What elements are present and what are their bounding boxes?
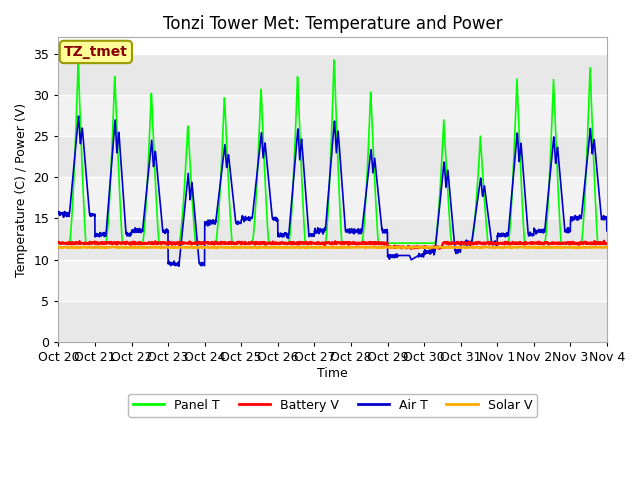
Solar V [349,244,356,250]
Panel T [361,215,369,221]
Solar V [555,244,563,250]
Panel T [492,240,500,246]
Air T [570,214,578,220]
Line: Battery V: Battery V [58,240,607,249]
Solar V [135,243,143,249]
Battery V [603,240,611,246]
Battery V [349,240,356,246]
Solar V [603,244,611,250]
Solar V [212,246,220,252]
Solar V [361,245,369,251]
Title: Tonzi Tower Met: Temperature and Power: Tonzi Tower Met: Temperature and Power [163,15,502,33]
Panel T [570,240,578,246]
Air T [361,202,369,208]
Battery V [207,241,215,247]
Line: Air T: Air T [58,116,607,266]
Bar [58,177,607,218]
X-axis label: Time: Time [317,367,348,380]
Bar [58,260,607,301]
Line: Panel T: Panel T [58,60,607,243]
Panel T [349,240,356,246]
Legend: Panel T, Battery V, Air T, Solar V: Panel T, Battery V, Air T, Solar V [128,394,537,417]
Panel T [555,196,563,202]
Bar [58,54,607,95]
Bar [58,95,607,136]
Solar V [54,244,62,250]
Air T [603,228,611,234]
Bar [58,301,607,342]
Line: Solar V: Solar V [58,246,607,249]
Battery V [570,239,578,245]
Battery V [54,240,62,245]
Air T [54,209,62,215]
Y-axis label: Temperature (C) / Power (V): Temperature (C) / Power (V) [15,103,28,276]
Panel T [603,240,611,246]
Panel T [207,240,215,246]
Bar [58,136,607,177]
Battery V [408,246,415,252]
Solar V [570,244,578,250]
Air T [208,218,216,224]
Air T [493,240,500,246]
Battery V [360,240,368,245]
Panel T [330,57,338,63]
Bar [58,218,607,260]
Air T [75,113,83,119]
Air T [175,264,182,269]
Air T [349,228,356,233]
Air T [555,159,563,165]
Panel T [54,240,62,246]
Battery V [600,238,607,243]
Solar V [208,245,216,251]
Text: TZ_tmet: TZ_tmet [64,45,128,59]
Battery V [492,240,500,246]
Battery V [555,240,563,246]
Solar V [493,245,500,251]
